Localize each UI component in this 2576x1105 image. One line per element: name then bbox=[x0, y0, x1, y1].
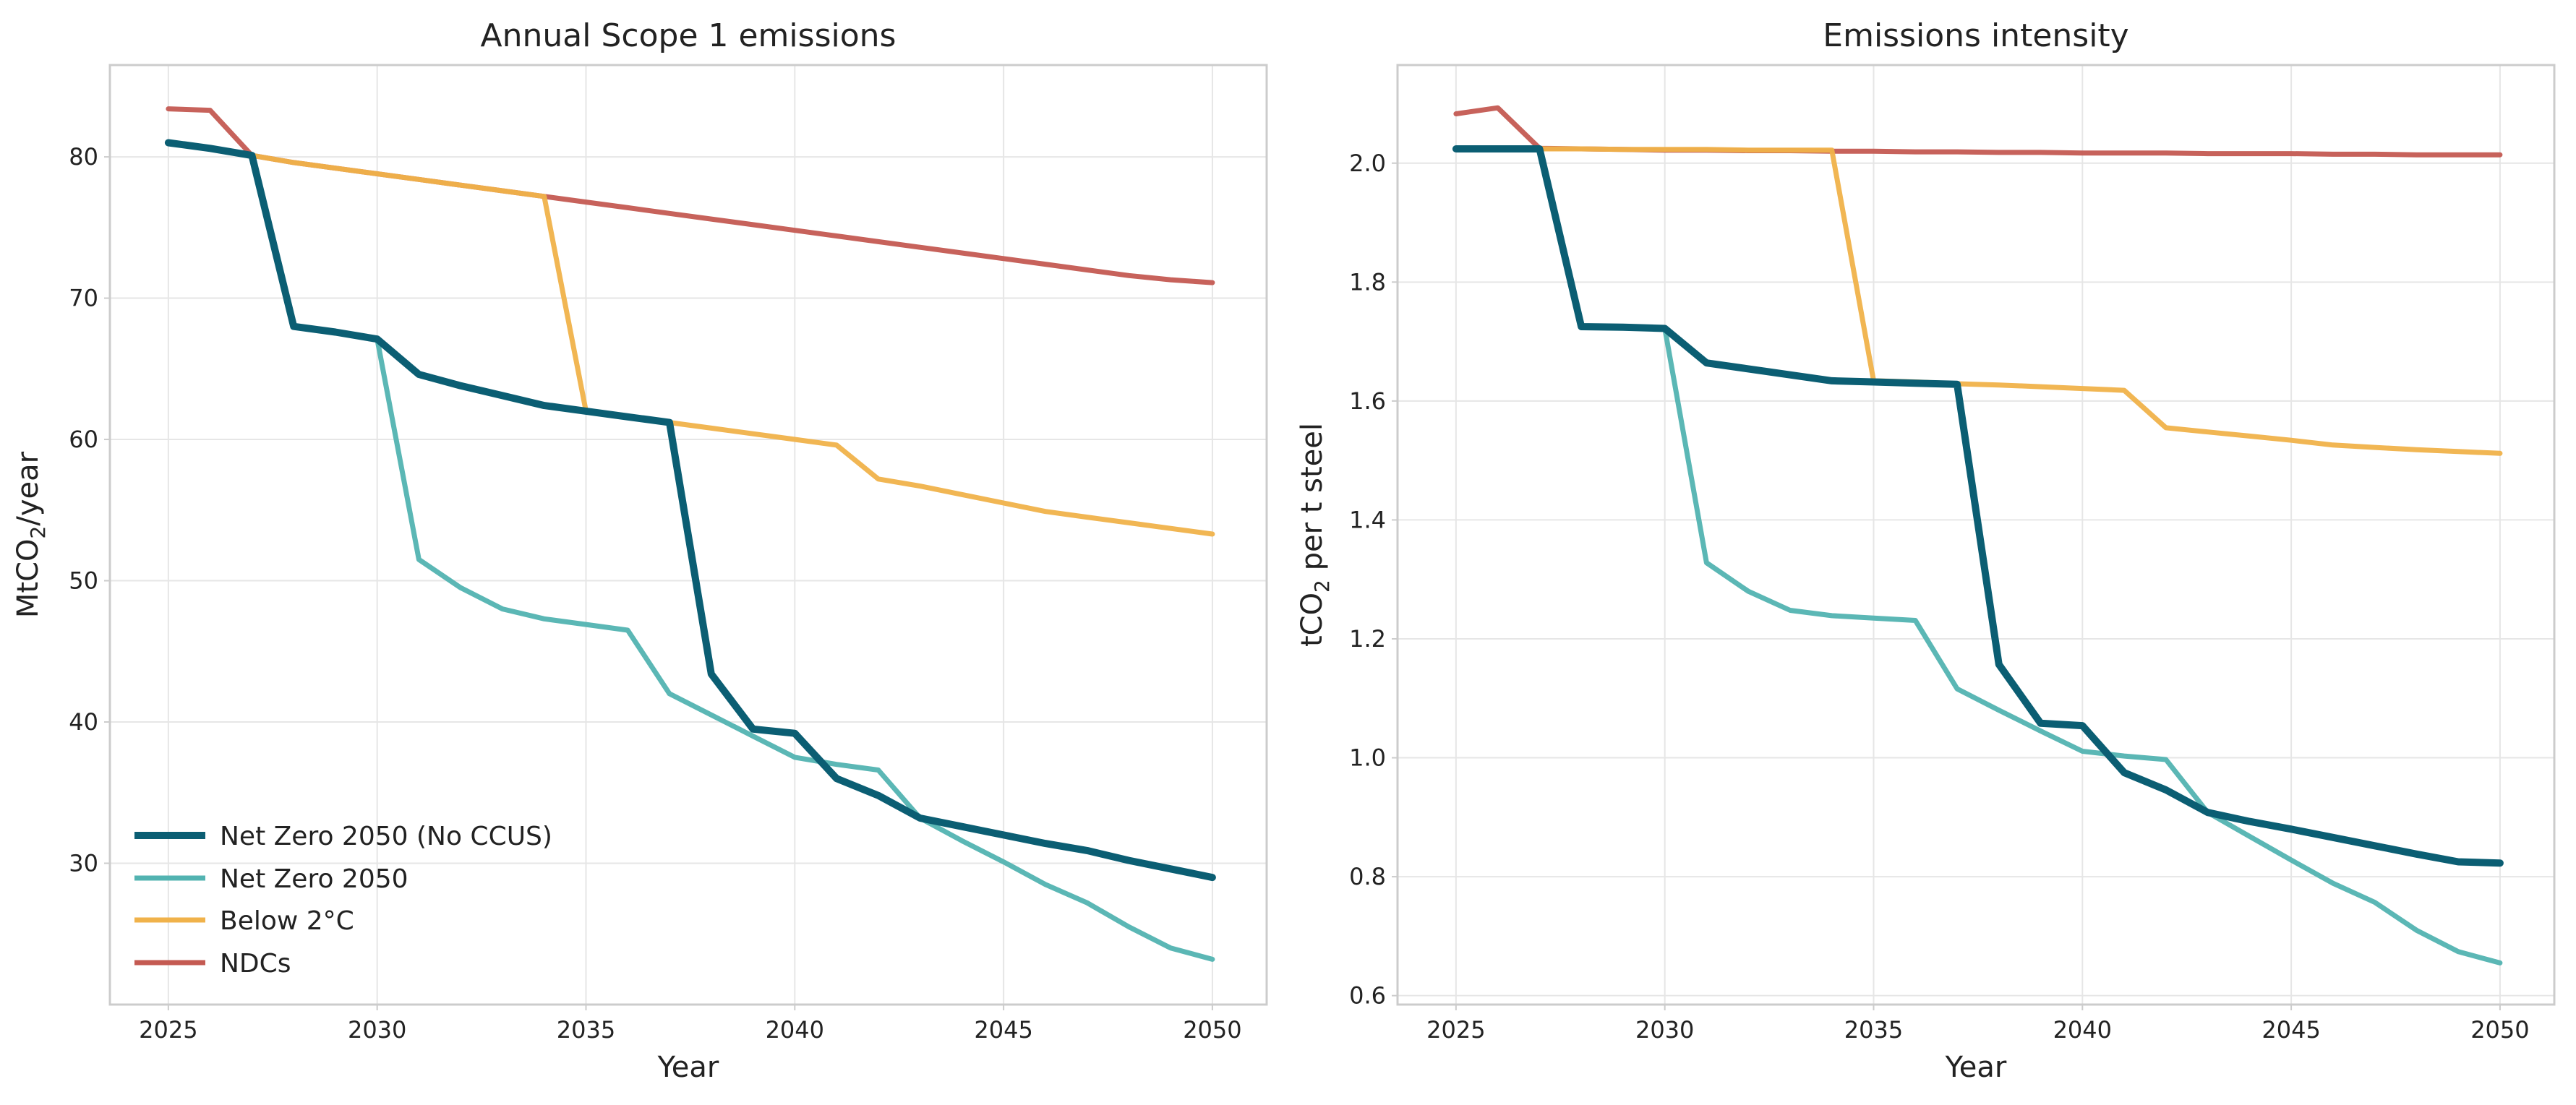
y-tick-label: 1.0 bbox=[1349, 744, 1386, 772]
x-tick-label: 2025 bbox=[139, 1016, 197, 1044]
legend-label-net-zero-2050-no-ccus: Net Zero 2050 (No CCUS) bbox=[220, 822, 552, 851]
legend-label-net-zero-2050: Net Zero 2050 bbox=[220, 864, 408, 894]
y-tick-label: 40 bbox=[69, 708, 98, 736]
y-tick-label: 80 bbox=[69, 143, 98, 171]
chart-title: Emissions intensity bbox=[1823, 17, 2128, 54]
y-tick-label: 60 bbox=[69, 426, 98, 453]
series-lines bbox=[164, 106, 1216, 962]
y-axis-label-subscript: 2 bbox=[26, 526, 50, 539]
y-tick-label: 1.4 bbox=[1349, 506, 1386, 533]
series-line-net-zero-2050-no-ccus bbox=[1452, 145, 2504, 867]
y-axis-label-suffix: /year bbox=[12, 451, 45, 525]
series-line-net-zero-2050-no-ccus bbox=[164, 139, 1216, 882]
y-tick-label: 0.8 bbox=[1349, 863, 1386, 890]
x-axis-label: Year bbox=[1945, 1051, 2007, 1084]
x-tick-label: 2035 bbox=[1844, 1016, 1903, 1044]
plot-frame bbox=[108, 64, 1268, 1006]
y-axis-label-main: tCO bbox=[1296, 593, 1329, 647]
legend-label-ndcs: NDCs bbox=[220, 949, 291, 979]
x-tick-label: 2050 bbox=[2470, 1016, 2529, 1044]
x-tick-label: 2030 bbox=[1635, 1016, 1694, 1044]
series-line-below-2-c bbox=[1453, 146, 2503, 456]
x-tick-label: 2025 bbox=[1426, 1016, 1485, 1044]
x-tick-label: 2040 bbox=[766, 1016, 824, 1044]
legend: Net Zero 2050 (No CCUS) Net Zero 2050 Belo… bbox=[134, 822, 552, 979]
y-tick-label: 70 bbox=[69, 285, 98, 312]
y-tick-label: 50 bbox=[69, 567, 98, 595]
y-axis-label-main: MtCO bbox=[12, 538, 45, 618]
y-axis-label: MtCO2/year bbox=[12, 451, 50, 618]
x-tick-label: 2040 bbox=[2053, 1016, 2112, 1044]
y-tick-label: 2.0 bbox=[1349, 150, 1386, 177]
y-axis-label-suffix: per t steel bbox=[1296, 423, 1329, 580]
x-tick-label: 2045 bbox=[2262, 1016, 2320, 1044]
grid bbox=[1398, 65, 2554, 1005]
chart-title: Annual Scope 1 emissions bbox=[481, 17, 897, 54]
y-tick-label: 1.8 bbox=[1349, 268, 1386, 296]
plot-frame bbox=[1396, 64, 2556, 1006]
y-tick-label: 0.6 bbox=[1349, 982, 1386, 1010]
legend-label-below-2-c: Below 2°C bbox=[220, 906, 354, 936]
x-tick-label: 2045 bbox=[974, 1016, 1032, 1044]
y-axis-label-subscript: 2 bbox=[1310, 580, 1334, 593]
x-tick-label: 2030 bbox=[348, 1016, 406, 1044]
x-tick-label: 2035 bbox=[557, 1016, 615, 1044]
emissions-panel: 2025 2030 2035 2040 2045 2050 30 40 50 60 70 80 Annu… bbox=[12, 17, 1268, 1084]
series-line-ndcs bbox=[166, 106, 1215, 285]
series-lines bbox=[1452, 105, 2504, 966]
series-line-below-2-c bbox=[166, 140, 1215, 537]
intensity-panel: 2025 2030 2035 2040 2045 2050 0.6 0.8 1.0 1.2 1.4 1… bbox=[1296, 17, 2556, 1084]
x-axis-label: Year bbox=[657, 1051, 719, 1084]
y-tick-label: 1.6 bbox=[1349, 387, 1386, 415]
y-tick-label: 1.2 bbox=[1349, 625, 1386, 653]
y-axis-label: tCO2 per t steel bbox=[1296, 423, 1334, 647]
x-tick-label: 2050 bbox=[1183, 1016, 1241, 1044]
y-tick-label: 30 bbox=[69, 850, 98, 877]
